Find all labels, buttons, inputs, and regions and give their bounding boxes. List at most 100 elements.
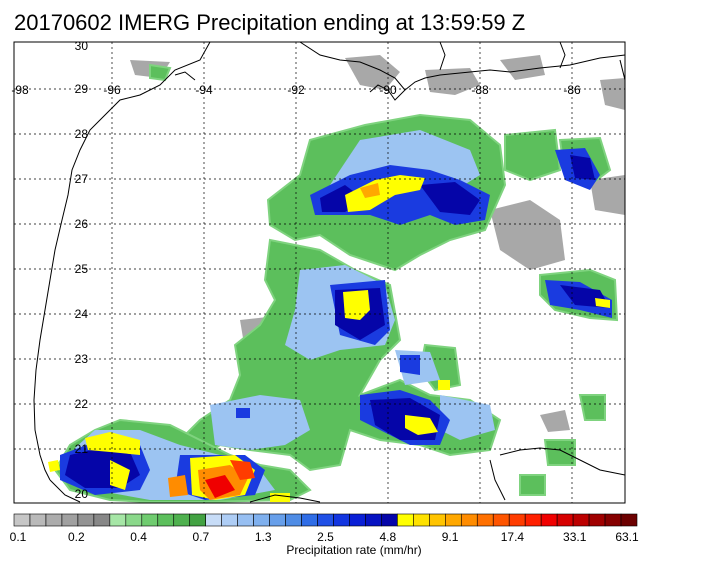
colorbar-swatch [125,513,143,527]
colorbar-label: 17.4 [501,530,525,544]
colorbar-swatch [301,513,318,527]
colorbar-swatch [45,513,63,527]
colorbar-swatch [317,513,334,527]
colorbar-swatch [460,513,478,527]
lon-label: -98 [11,83,29,97]
lat-lon-grid [14,42,625,503]
colorbar-label: 1.3 [255,530,272,544]
colorbar-swatch [604,513,622,527]
colorbar-swatch [205,513,222,527]
colorbar-label: 63.1 [615,530,639,544]
precip-cell [345,55,400,90]
precip-cell [570,155,595,180]
lat-label: 20 [75,487,89,501]
colorbar-swatch [365,513,382,527]
longitude-labels: -98 -96 -94 -92 -90 -88 -86 [11,83,581,97]
colorbar-label: 9.1 [442,530,459,544]
precip-cell [595,298,610,308]
precip-cell [504,128,562,182]
colorbar-swatch [413,513,430,527]
colorbar-swatch [397,513,414,527]
colorbar-swatch [492,513,510,527]
precip-cell [490,200,565,270]
precip-cell [543,439,576,466]
colorbar-swatch [572,513,590,527]
precip-cell [205,475,235,498]
precip-cell [210,395,310,450]
lat-label: 25 [75,262,89,276]
colorbar-labels: 0.1 0.2 0.4 0.7 1.3 2.5 4.8 9.1 17.4 33.1 63.1 [10,530,639,544]
precipitation-field [48,55,625,503]
colorbar-label: 0.1 [10,530,27,544]
precip-cell [519,474,546,496]
colorbar-swatch [109,513,127,527]
precip-cell [343,290,370,320]
precip-cell [270,493,290,502]
precip-cell [600,78,625,110]
precip-cell [110,460,130,490]
lat-label: 23 [75,352,89,366]
colorbar-swatch [13,513,31,527]
colorbar-swatch [157,513,175,527]
colorbar-label: 0.2 [68,530,85,544]
colorbar-swatch [253,513,270,527]
colorbar-swatch [285,513,302,527]
colorbar-swatch [189,513,206,527]
colorbar-label: 4.8 [379,530,396,544]
precip-cell [500,55,545,80]
precip-cell [85,432,140,455]
lat-label: 26 [75,217,89,231]
precip-cell [405,415,438,435]
map-title: 20170602 IMERG Precipitation ending at 1… [14,10,526,35]
precip-cell [438,380,450,390]
lon-label: -92 [287,83,305,97]
lon-label: -86 [563,83,581,97]
lon-label: -94 [195,83,213,97]
lon-label: -90 [379,83,397,97]
colorbar-label: 2.5 [317,530,334,544]
colorbar-swatch [221,513,238,527]
colorbar-swatch [508,513,526,527]
precip-cell [400,355,420,375]
colorbar-swatch [77,513,95,527]
colorbar-swatch [237,513,254,527]
map-frame [13,41,626,504]
colorbar [13,513,638,527]
lat-label: 22 [75,397,89,411]
coastline [33,41,626,503]
colorbar-title: Precipitation rate (mm/hr) [286,543,422,557]
colorbar-swatch [429,513,446,527]
lat-label: 24 [75,307,89,321]
colorbar-swatch [445,513,462,527]
colorbar-swatch [556,513,574,527]
colorbar-swatch [29,513,47,527]
colorbar-label: 33.1 [563,530,587,544]
colorbar-swatch [333,513,350,527]
lat-label: 30 [75,39,89,53]
precip-cell [440,395,495,440]
lat-label: 28 [75,127,89,141]
precip-cell [578,394,606,421]
lat-label: 27 [75,172,89,186]
colorbar-swatch [349,513,366,527]
colorbar-swatch [141,513,159,527]
lat-label: 21 [75,442,89,456]
precip-cell [236,408,250,418]
precip-cell [360,183,380,198]
colorbar-swatch [173,513,191,527]
colorbar-swatch [61,513,79,527]
lon-label: -96 [103,83,121,97]
colorbar-swatch [93,513,111,527]
latitude-labels: 30 29 28 27 26 25 24 23 22 21 20 [75,39,89,501]
colorbar-label: 0.7 [193,530,210,544]
lon-label: -88 [471,83,489,97]
colorbar-swatch [476,513,494,527]
colorbar-swatch [381,513,398,527]
colorbar-swatch [620,513,638,527]
precip-cell [168,475,188,497]
colorbar-swatch [269,513,286,527]
colorbar-swatch [540,513,558,527]
colorbar-label: 0.4 [130,530,147,544]
precip-cell [230,460,255,480]
